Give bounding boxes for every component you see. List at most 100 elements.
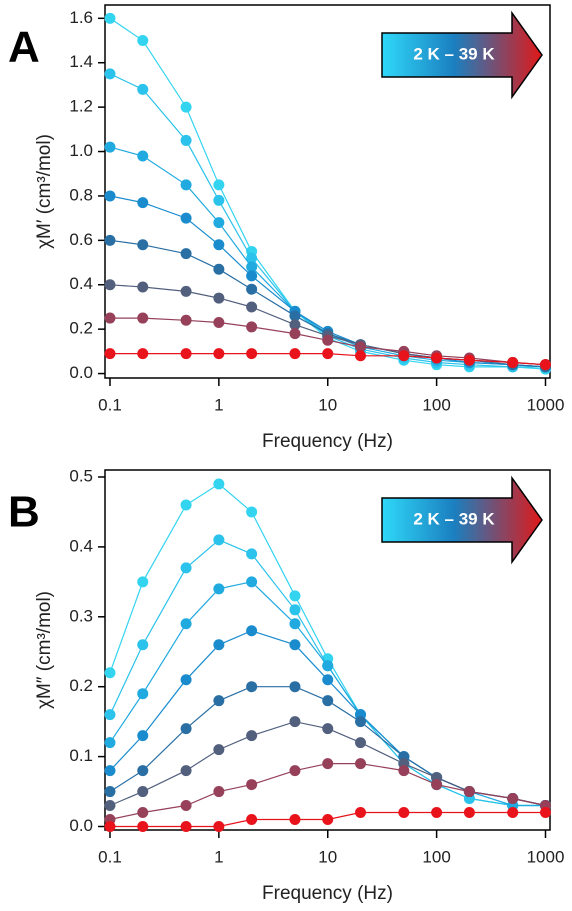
data-point: [137, 281, 149, 293]
data-point: [246, 321, 258, 333]
data-point: [289, 639, 301, 651]
data-point: [246, 252, 258, 264]
data-point: [213, 179, 225, 191]
data-point: [246, 625, 258, 637]
y-tick-label: 0.0: [69, 363, 93, 382]
data-point: [246, 814, 258, 826]
data-point: [289, 328, 301, 340]
y-tick-label: 0.8: [69, 185, 93, 204]
data-point: [213, 263, 225, 275]
data-point: [180, 800, 192, 812]
x-axis-title: Frequency (Hz): [262, 431, 393, 452]
x-tick-label: 1000: [527, 847, 565, 866]
data-point: [104, 348, 116, 360]
y-tick-label: 0.2: [69, 319, 93, 338]
data-point: [180, 314, 192, 326]
data-point: [431, 779, 443, 791]
data-point: [137, 576, 149, 588]
data-point: [213, 292, 225, 304]
data-point: [137, 639, 149, 651]
data-point: [137, 312, 149, 324]
data-point: [213, 786, 225, 798]
data-point: [246, 261, 258, 273]
y-tick-label: 1.4: [69, 52, 93, 71]
x-tick-label: 0.1: [98, 395, 122, 414]
data-point: [213, 639, 225, 651]
data-point: [213, 217, 225, 229]
data-point: [463, 354, 475, 366]
data-point: [507, 793, 519, 805]
data-point: [137, 821, 149, 833]
data-point: [507, 807, 519, 819]
data-point: [180, 723, 192, 735]
data-point: [289, 618, 301, 630]
y-tick-label: 0.4: [69, 536, 93, 555]
data-point: [180, 179, 192, 191]
data-point: [104, 312, 116, 324]
data-point: [246, 779, 258, 791]
data-point: [180, 348, 192, 360]
data-point: [213, 821, 225, 833]
data-point: [322, 348, 334, 360]
data-point: [289, 814, 301, 826]
data-point: [289, 590, 301, 602]
data-point: [322, 723, 334, 735]
fit-line: [109, 763, 546, 821]
x-tick-label: 1: [214, 847, 223, 866]
data-point: [463, 807, 475, 819]
data-point: [104, 786, 116, 798]
x-tick-label: 100: [422, 847, 450, 866]
data-point: [246, 301, 258, 313]
annotation: 2 K – 39 K: [413, 509, 495, 528]
y-tick-label: 0.4: [69, 274, 93, 293]
data-point: [137, 197, 149, 209]
data-point: [355, 341, 367, 353]
data-point: [507, 356, 519, 368]
data-point: [137, 688, 149, 700]
data-point: [213, 744, 225, 756]
data-point: [289, 765, 301, 777]
y-tick-label: 0.0: [69, 816, 93, 835]
data-point: [322, 334, 334, 346]
data-point: [137, 83, 149, 95]
data-point: [104, 190, 116, 202]
y-tick-label: 1.0: [69, 141, 93, 160]
data-point: [137, 786, 149, 798]
data-point: [355, 758, 367, 770]
data-point: [180, 285, 192, 297]
y-tick-label: 0.5: [69, 466, 93, 485]
data-point: [322, 674, 334, 686]
x-tick-label: 10: [318, 847, 337, 866]
data-point: [180, 212, 192, 224]
data-point: [137, 150, 149, 162]
panel-label: A: [8, 23, 40, 72]
y-tick-label: 0.1: [69, 746, 93, 765]
data-point: [246, 681, 258, 693]
annotation: 2 K – 39 K: [413, 44, 495, 63]
data-point: [104, 765, 116, 777]
data-point: [213, 348, 225, 360]
data-point: [180, 134, 192, 146]
data-point: [289, 604, 301, 616]
data-point: [398, 765, 410, 777]
data-point: [180, 248, 192, 260]
data-point: [213, 316, 225, 328]
data-point: [463, 786, 475, 798]
y-axis-title: χM″ (cm³/mol): [34, 591, 55, 709]
y-tick-label: 0.2: [69, 676, 93, 695]
data-point: [289, 310, 301, 322]
x-tick-label: 0.1: [98, 847, 122, 866]
data-point: [104, 279, 116, 291]
data-point: [180, 499, 192, 511]
data-point: [289, 319, 301, 331]
data-point: [180, 562, 192, 574]
y-tick-label: 1.6: [69, 8, 93, 27]
data-point: [289, 681, 301, 693]
data-point: [137, 348, 149, 360]
data-point: [104, 800, 116, 812]
x-tick-label: 1000: [527, 395, 565, 414]
data-point: [104, 667, 116, 679]
data-point: [246, 730, 258, 742]
